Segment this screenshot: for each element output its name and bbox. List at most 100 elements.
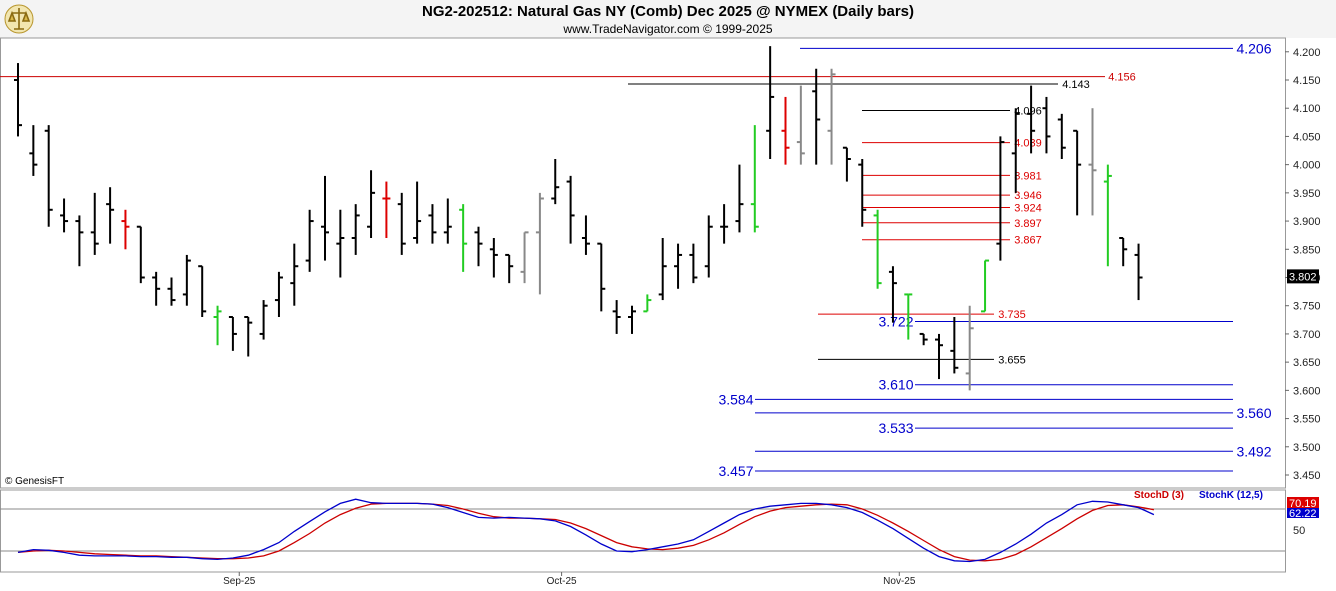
level-label-3.560: 3.560	[1236, 405, 1271, 421]
last-price-label: 3.802	[1289, 271, 1317, 283]
price-bar	[1088, 108, 1097, 216]
price-bar	[198, 265, 207, 317]
date-axis: Sep-25 Oct-25 Nov-25	[223, 572, 916, 587]
price-bar	[858, 159, 867, 227]
x-tick-label: Oct-25	[547, 576, 577, 587]
trade-navigator-logo-icon	[4, 4, 34, 34]
price-bar	[689, 243, 698, 284]
x-tick-label: Nov-25	[883, 576, 916, 587]
price-bar	[121, 209, 130, 250]
price-bar	[75, 215, 84, 267]
stochd-legend: StochD (3)	[1134, 490, 1184, 501]
price-bar	[888, 266, 897, 323]
x-tick-label: Sep-25	[223, 576, 256, 587]
level-label-3.897: 3.897	[1014, 218, 1042, 230]
level-label-4.206: 4.206	[1236, 40, 1271, 56]
level-label-4.143: 4.143	[1062, 79, 1090, 91]
price-bar	[382, 181, 391, 238]
y-tick-label: 3.600	[1293, 385, 1321, 397]
price-bar	[244, 316, 253, 357]
price-bar	[106, 187, 115, 244]
price-bar	[935, 333, 943, 380]
y-tick-label: 3.850	[1293, 244, 1321, 256]
chart-title: NG2-202512: Natural Gas NY (Comb) Dec 20…	[421, 3, 915, 20]
y-tick-label: 3.450	[1293, 470, 1321, 482]
price-bar	[1011, 108, 1020, 193]
level-label-4.039: 4.039	[1014, 138, 1042, 150]
y-tick-label: 3.900	[1293, 216, 1321, 228]
stochastic-panel-frame	[0, 489, 1286, 573]
price-bar	[766, 46, 775, 159]
price-bar	[474, 226, 483, 267]
price-bar	[658, 238, 667, 301]
price-bar	[259, 300, 268, 340]
level-label-3.722: 3.722	[878, 314, 913, 330]
stochk-last-box	[1287, 508, 1319, 518]
price-bar	[581, 215, 590, 255]
price-bar	[459, 204, 468, 272]
price-bar	[1027, 85, 1036, 154]
stochd-line	[17, 502, 1155, 562]
level-label-3.924: 3.924	[1014, 203, 1042, 215]
price-bar	[827, 68, 836, 165]
level-label-3.584: 3.584	[718, 391, 753, 407]
stochk-line	[17, 498, 1155, 563]
y-tick-label: 4.050	[1293, 131, 1321, 143]
y-tick-label: 3.750	[1293, 301, 1321, 313]
price-bar	[520, 231, 529, 284]
price-bar	[1042, 96, 1051, 154]
price-bar	[274, 271, 283, 317]
price-bar	[305, 209, 314, 272]
price-bar	[136, 225, 145, 284]
price-bar	[29, 125, 38, 176]
price-level-lines: 4.206 4.156 4.143 4.096 4.039 3.981 3.9463.924…	[0, 40, 1272, 479]
level-label-3.655: 3.655	[998, 354, 1026, 366]
price-bar	[1134, 243, 1143, 301]
price-bar	[597, 242, 606, 312]
price-bar	[996, 136, 1005, 261]
last-price-box	[1287, 269, 1319, 284]
level-label-4.096: 4.096	[1014, 105, 1042, 117]
y-tick-label: 4.200	[1293, 47, 1321, 59]
y-tick-label: 4.100	[1293, 103, 1321, 115]
y-tick-label: 3.550	[1293, 414, 1321, 426]
price-bar	[1057, 113, 1066, 159]
stoch-y-tick-label: 50	[1293, 525, 1305, 537]
price-bar	[643, 294, 652, 313]
price-bar	[781, 96, 790, 165]
level-label-3.610: 3.610	[878, 377, 913, 393]
price-bar	[44, 125, 53, 227]
level-label-3.946: 3.946	[1014, 190, 1042, 202]
stochd-last-box	[1287, 497, 1319, 509]
price-bar	[505, 253, 514, 284]
price-bar	[1119, 237, 1128, 267]
price-bar	[842, 146, 851, 182]
price-bar	[919, 332, 928, 346]
price-bar	[489, 238, 498, 278]
price-bar	[443, 198, 452, 244]
price-bar	[367, 170, 376, 238]
y-tick-label: 3.700	[1293, 329, 1321, 341]
price-bar	[674, 243, 683, 289]
price-bar	[228, 316, 237, 351]
price-bar	[612, 300, 621, 334]
price-bar	[704, 215, 713, 278]
price-bar	[750, 125, 759, 233]
price-bar	[167, 277, 176, 306]
price-bar	[60, 198, 69, 233]
price-bar	[735, 164, 744, 233]
stochd-last-value: 70.19	[1289, 498, 1317, 510]
price-bar	[1073, 129, 1082, 216]
price-bar	[873, 209, 882, 289]
price-bar	[14, 63, 22, 137]
price-bar	[796, 85, 805, 165]
price-bar	[413, 181, 422, 244]
price-bar	[351, 204, 360, 255]
price-bars	[14, 46, 1143, 391]
chart-frames	[0, 37, 1286, 573]
stochk-legend: StochK (12,5)	[1199, 490, 1263, 501]
level-label-4.156: 4.156	[1108, 72, 1136, 84]
price-bar	[213, 305, 222, 346]
